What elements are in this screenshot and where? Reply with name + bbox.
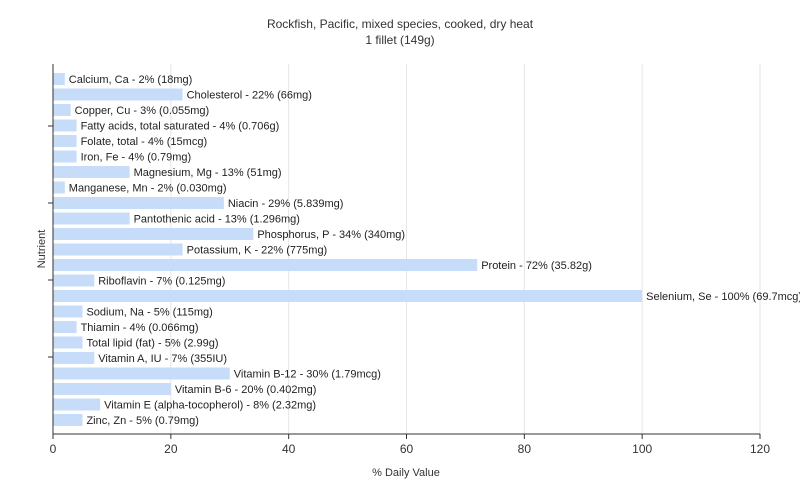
bar — [53, 383, 171, 395]
bar — [53, 228, 254, 240]
bar-label: Selenium, Se - 100% (69.7mcg) — [646, 291, 800, 303]
bar — [53, 259, 478, 271]
bar — [53, 274, 95, 287]
x-tick-label: 40 — [282, 442, 296, 456]
x-tick-label: 100 — [632, 442, 652, 456]
bar — [53, 119, 77, 132]
bar-label: Thiamin - 4% (0.066mg) — [81, 322, 199, 334]
bar — [53, 321, 77, 333]
bar-label: Fatty acids, total saturated - 4% (0.706… — [81, 121, 280, 133]
y-ticks — [48, 125, 53, 358]
bar-label: Phosphorus, P - 34% (340mg) — [257, 229, 405, 241]
bar — [53, 367, 230, 380]
bar-label: Cholesterol - 22% (66mg) — [187, 90, 312, 102]
bar — [53, 166, 130, 178]
bar — [53, 290, 643, 302]
x-axis-title: % Daily Value — [372, 467, 440, 479]
bar-label: Vitamin B-12 - 30% (1.79mcg) — [234, 369, 381, 381]
bar-label: Iron, Fe - 4% (0.79mg) — [81, 152, 192, 164]
bars: Calcium, Ca - 2% (18mg) Cholesterol - 22%… — [53, 73, 800, 427]
bar-label: Copper, Cu - 3% (0.055mg) — [75, 105, 210, 117]
bar — [53, 181, 65, 194]
x-tick-label: 80 — [518, 442, 532, 456]
bar-label: Potassium, K - 22% (775mg) — [187, 245, 328, 257]
bar — [53, 135, 77, 147]
x-tick-label: 0 — [50, 442, 57, 456]
bar — [53, 243, 183, 256]
x-tick-label: 60 — [400, 442, 414, 456]
bar — [53, 104, 71, 116]
bar-label: Sodium, Na - 5% (115mg) — [86, 307, 212, 319]
x-tick-label: 120 — [750, 442, 770, 456]
bar — [53, 88, 183, 101]
bar-label: Manganese, Mn - 2% (0.030mg) — [69, 183, 227, 195]
bar — [53, 398, 101, 411]
bar-label: Pantothenic acid - 13% (1.296mg) — [134, 214, 300, 226]
bar-label: Folate, total - 4% (15mcg) — [81, 136, 208, 148]
x-tick-label: 20 — [164, 442, 178, 456]
bar — [53, 197, 224, 209]
bar — [53, 414, 83, 426]
bar-label: Total lipid (fat) - 5% (2.99g) — [86, 338, 218, 350]
bar-label: Vitamin B-6 - 20% (0.402mg) — [175, 384, 317, 396]
bar-label: Riboflavin - 7% (0.125mg) — [98, 276, 225, 288]
chart-title: Rockfish, Pacific, mixed species, cooked… — [267, 17, 534, 31]
bar-label: Calcium, Ca - 2% (18mg) — [69, 74, 192, 86]
bar-label: Magnesium, Mg - 13% (51mg) — [134, 167, 282, 179]
bar — [53, 336, 83, 349]
bar-label: Protein - 72% (35.82g) — [481, 260, 592, 272]
x-ticks: 0 20 40 60 80 100 120 — [50, 434, 770, 456]
bar — [53, 212, 130, 225]
bar — [53, 150, 77, 163]
bar — [53, 73, 65, 85]
chart-subtitle: 1 fillet (149g) — [365, 33, 434, 47]
y-axis-title: Nutrient — [36, 230, 48, 269]
bar — [53, 352, 95, 364]
bar-label: Vitamin E (alpha-tocopherol) - 8% (2.32m… — [104, 400, 316, 412]
bar-label: Niacin - 29% (5.839mg) — [228, 198, 344, 210]
bar-label: Vitamin A, IU - 7% (355IU) — [98, 353, 227, 365]
bar-label: Zinc, Zn - 5% (0.79mg) — [86, 415, 198, 427]
bar — [53, 305, 83, 318]
